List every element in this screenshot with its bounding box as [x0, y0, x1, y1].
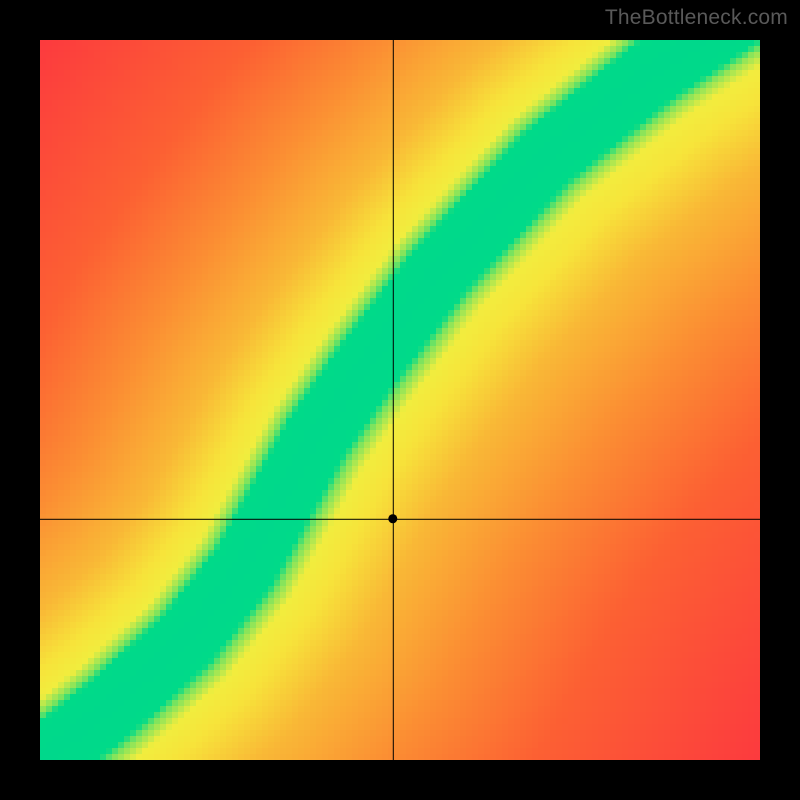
chart-container: TheBottleneck.com	[0, 0, 800, 800]
watermark-text: TheBottleneck.com	[605, 6, 788, 30]
plot-area	[40, 40, 760, 760]
heatmap-canvas	[40, 40, 760, 760]
